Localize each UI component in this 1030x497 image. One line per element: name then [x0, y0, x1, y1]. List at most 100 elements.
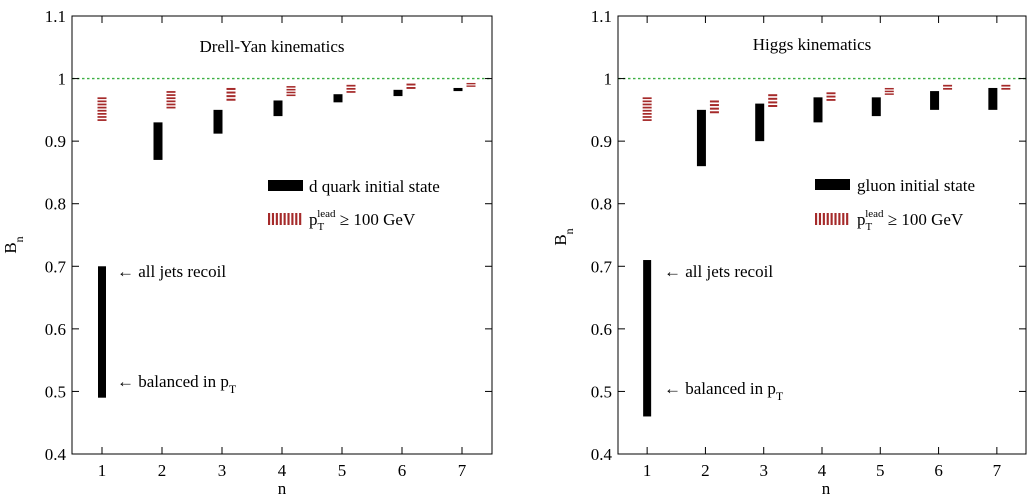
tick-layer: 0.4 0.5 0.6 0.7 0.8 0.9 1 1.1 1 2 3 4 5 6 7	[591, 7, 1026, 480]
stripe-segment	[1001, 87, 1011, 90]
stripe-segment	[97, 97, 107, 100]
x-tick-label: 6	[934, 461, 943, 480]
lead-range-bar-n7	[466, 82, 476, 87]
stripe-segment	[166, 94, 176, 96]
legend-stripe-segment	[279, 213, 282, 225]
panel-title: Higgs kinematics	[753, 35, 872, 54]
x-tick-label: 4	[818, 461, 827, 480]
legend-label-striped: pTlead ≥ 100 GeV	[857, 208, 964, 233]
stripe-segment	[642, 116, 652, 118]
y-tick-label: 0.9	[45, 132, 66, 151]
annotation-balanced-main: ← balanced in p	[664, 379, 776, 398]
stripe-segment	[826, 95, 836, 98]
annotation-all-jets-recoil: ← all jets recoil	[664, 262, 773, 281]
y-tick-label: 0.8	[45, 195, 66, 214]
x-tick-label: 4	[278, 461, 287, 480]
y-tick-label: 0.9	[591, 132, 612, 151]
x-tick-label: 2	[158, 461, 167, 480]
lead-range-bar-n4	[286, 86, 296, 97]
legend-lead-rest: ≥ 100 GeV	[884, 210, 964, 229]
stripe-segment	[943, 87, 953, 90]
y-axis-label-main: B	[1, 242, 20, 253]
stripe-segment	[346, 87, 356, 90]
legend-label-striped: pTlead ≥ 100 GeV	[309, 208, 416, 233]
legend-stripe-segment	[271, 213, 275, 225]
tick-layer: 0.4 0.5 0.6 0.7 0.8 0.9 1 1.1 1 2 3 4 5 6 7	[45, 7, 492, 480]
x-tick-label: 5	[876, 461, 885, 480]
solid-range-bar-n7	[988, 87, 998, 110]
stripe-segment	[884, 90, 894, 93]
stripe-segment	[642, 119, 652, 121]
y-tick-label: 0.4	[591, 445, 613, 464]
stripe-segment	[166, 100, 176, 103]
legend-stripe-segment	[822, 213, 825, 225]
solid-range-bar-n2	[696, 109, 706, 167]
stripe-segment	[709, 111, 719, 114]
solid-range-bar-n2	[153, 122, 163, 160]
legend-stripe-segment	[818, 213, 822, 225]
lead-range-bar-n5	[884, 87, 894, 95]
legend-lead-sub: T	[866, 221, 873, 233]
legend-label-solid: gluon initial state	[857, 176, 975, 195]
x-tick-label: 3	[218, 461, 227, 480]
stripe-segment	[97, 116, 107, 118]
stripe-segment	[286, 94, 296, 97]
stripe-segment	[226, 98, 236, 101]
legend-stripe-segment	[834, 213, 837, 225]
stripe-segment	[406, 83, 416, 86]
x-tick-label: 7	[458, 461, 467, 480]
stripe-segment	[943, 84, 953, 87]
y-tick-label: 0.6	[591, 320, 612, 339]
stripe-segment	[642, 106, 652, 109]
x-tick-label: 6	[398, 461, 407, 480]
stripe-segment	[286, 86, 296, 88]
y-tick-label: 1	[604, 70, 613, 89]
stripe-segment	[97, 109, 107, 112]
legend-label-solid: d quark initial state	[309, 177, 440, 196]
lead-range-bar-n4	[826, 92, 836, 101]
stripe-segment	[642, 103, 652, 106]
panel-higgs: 0.4 0.5 0.6 0.7 0.8 0.9 1 1.1 1 2 3 4 5 6 7 Higgs kine…	[551, 7, 1027, 497]
solid-range-bar-n3	[213, 109, 223, 134]
balance-bracket-bar	[98, 266, 106, 398]
y-axis-label-sub: n	[562, 228, 576, 234]
stripe-segment	[97, 106, 107, 109]
legend-stripe-segment	[275, 213, 278, 225]
stripe-segment	[884, 93, 894, 95]
stripe-segment	[466, 85, 476, 87]
legend-stripe-segment	[291, 213, 294, 225]
y-tick-label: 0.7	[591, 257, 613, 276]
stripe-segment	[406, 87, 416, 89]
legend-stripe-segment	[826, 213, 829, 225]
x-tick-label: 1	[643, 461, 652, 480]
y-tick-label: 0.6	[45, 320, 66, 339]
stripe-segment	[346, 84, 356, 87]
legend-swatch-solid	[268, 180, 303, 191]
stripe-segment	[642, 100, 652, 103]
annotation-balanced-sub: T	[229, 382, 237, 396]
y-tick-label: 0.8	[591, 195, 612, 214]
legend-lead-sub: T	[318, 221, 325, 233]
stripe-segment	[286, 88, 296, 91]
y-tick-label: 0.5	[45, 382, 66, 401]
solid-range-bar-n6	[930, 91, 940, 110]
bar-layer	[642, 84, 1011, 417]
lead-range-bar-n6	[406, 83, 416, 89]
y-tick-label: 1	[58, 70, 67, 89]
solid-range-bar-n4	[813, 97, 823, 123]
stripe-segment	[286, 91, 296, 94]
legend-stripe-segment	[268, 213, 271, 225]
bar-layer	[97, 82, 476, 398]
x-axis-label: n	[278, 479, 287, 497]
legend-stripe-segment	[299, 213, 302, 225]
legend-swatch-striped	[268, 213, 302, 225]
x-tick-label: 5	[338, 461, 347, 480]
stripe-segment	[166, 106, 176, 109]
balance-bracket-bar	[643, 260, 652, 417]
panel-drell-yan: 0.4 0.5 0.6 0.7 0.8 0.9 1 1.1 1 2 3 4 5 6 7 Drell-Yan …	[1, 7, 493, 497]
solid-range-bar-n3	[755, 103, 765, 142]
stripe-segment	[768, 94, 778, 97]
stripe-segment	[97, 100, 107, 103]
stripe-segment	[97, 112, 107, 115]
y-axis-label-main: B	[551, 234, 570, 245]
